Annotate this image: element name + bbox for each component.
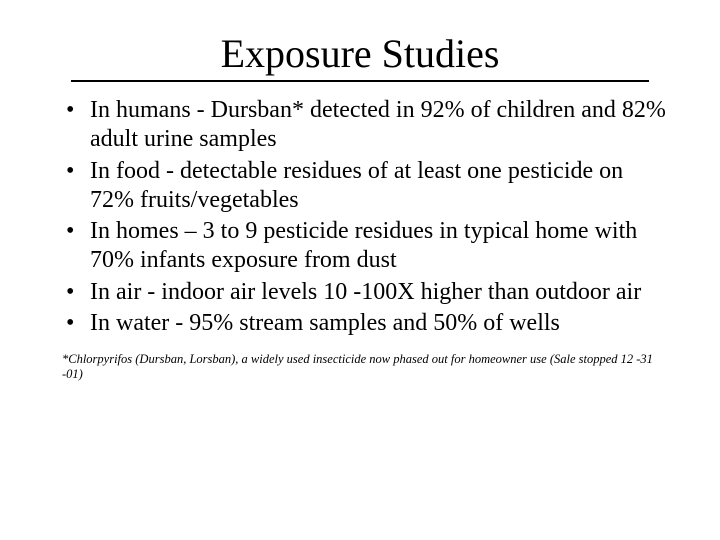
bullet-list: In humans - Dursban* detected in 92% of … [50,96,670,338]
footnote: *Chlorpyrifos (Dursban, Lorsban), a wide… [50,352,670,382]
title-wrap: Exposure Studies [50,30,670,82]
list-item: In air - indoor air levels 10 -100X high… [62,278,670,307]
list-item: In water - 95% stream samples and 50% of… [62,309,670,338]
list-item: In humans - Dursban* detected in 92% of … [62,96,670,155]
slide-title: Exposure Studies [71,30,650,82]
list-item: In food - detectable residues of at leas… [62,157,670,216]
slide-container: Exposure Studies In humans - Dursban* de… [0,0,720,540]
list-item: In homes – 3 to 9 pesticide residues in … [62,217,670,276]
